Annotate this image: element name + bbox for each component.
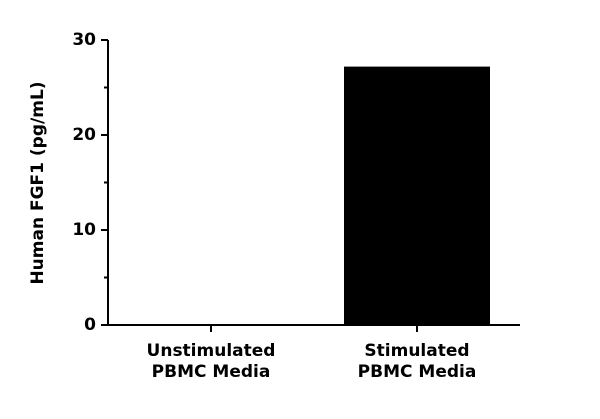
x-tick-label: Stimulated PBMC Media bbox=[357, 341, 477, 382]
y-tick-label: 20 bbox=[72, 125, 96, 145]
bar bbox=[344, 66, 490, 325]
y-tick-label: 10 bbox=[72, 220, 96, 240]
y-tick-label: 30 bbox=[72, 30, 96, 50]
y-tick-label: 0 bbox=[84, 315, 96, 335]
y-axis-label: Human FGF1 (pg/mL) bbox=[28, 81, 48, 284]
x-tick-label: Unstimulated PBMC Media bbox=[146, 341, 276, 382]
